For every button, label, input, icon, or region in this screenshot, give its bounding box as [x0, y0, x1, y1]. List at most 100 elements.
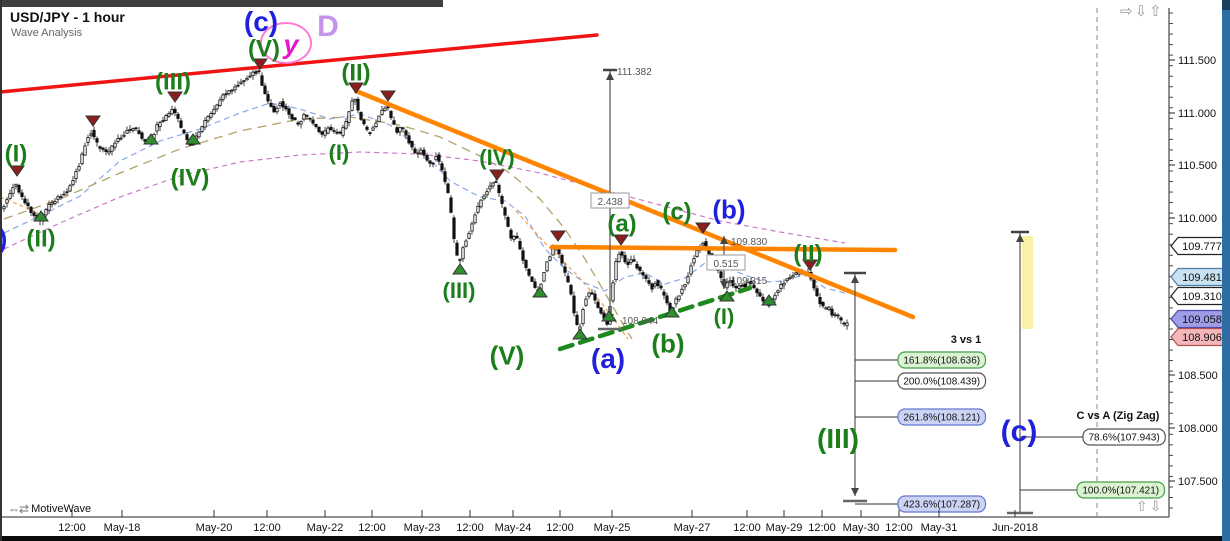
- wave-label[interactable]: (b): [651, 328, 684, 358]
- wave-label[interactable]: (III): [155, 69, 191, 96]
- panel-top-bar: [0, 0, 443, 7]
- wave-label[interactable]: (a): [607, 211, 636, 238]
- candle-body: [179, 120, 183, 128]
- wave-label[interactable]: (IV): [479, 145, 514, 170]
- wave-label[interactable]: (V): [248, 36, 280, 63]
- candle-body: [758, 292, 762, 297]
- price-axis[interactable]: 111.500 111.000 110.500 110.000 108.500 108.0…: [1168, 8, 1228, 517]
- wave-label[interactable]: (III): [443, 278, 476, 303]
- candle-body: [644, 275, 648, 279]
- candle-body: [647, 280, 651, 284]
- candle-body: [311, 119, 315, 124]
- wave-label[interactable]: (b): [712, 194, 745, 224]
- range-3vs1[interactable]: [843, 271, 867, 503]
- trough-marker-icon[interactable]: [452, 263, 468, 275]
- trough-marker-icon[interactable]: [33, 210, 49, 222]
- trough-marker-icon[interactable]: [532, 286, 548, 298]
- peak-marker-icon[interactable]: [380, 90, 396, 102]
- trough-marker-icon[interactable]: [572, 328, 588, 340]
- pan-down-icon[interactable]: ⇩: [1134, 3, 1150, 20]
- peak-marker-icon[interactable]: [550, 230, 566, 242]
- candle-body: [617, 253, 621, 263]
- peak-marker-icon[interactable]: [348, 82, 364, 94]
- support-green-dashed[interactable]: [557, 285, 753, 352]
- trough-marker-icon[interactable]: [719, 290, 735, 302]
- wave-label[interactable]: (c): [1001, 415, 1038, 448]
- wave-label[interactable]: (II): [341, 60, 370, 87]
- trough-marker-icon[interactable]: [185, 133, 201, 145]
- candle-body: [731, 280, 735, 287]
- candle-body: [422, 149, 426, 156]
- wave-label[interactable]: (II): [793, 241, 822, 268]
- candle-body: [2, 206, 6, 210]
- peak-marker-icon[interactable]: [802, 259, 818, 271]
- wave-label[interactable]: (V): [490, 340, 525, 370]
- candle-body: [791, 275, 795, 278]
- peak-marker-icon[interactable]: [252, 58, 268, 70]
- range-b-wave[interactable]: 109.830 109.315 0.515: [706, 236, 768, 289]
- time-axis-label: 12:00: [456, 522, 484, 534]
- peak-marker-icon[interactable]: [613, 234, 629, 246]
- pan-up-icon[interactable]: ⇧: [1149, 3, 1164, 20]
- peak-marker-icon[interactable]: [9, 165, 25, 177]
- candle-body: [296, 122, 300, 125]
- pan-right-icon[interactable]: ⇨: [1120, 3, 1135, 20]
- candle-body: [500, 195, 504, 204]
- range-V-low[interactable]: 111.382 108.944 2.438: [590, 67, 659, 331]
- fib-tool-title: 3 vs 1: [951, 334, 982, 346]
- candle-body: [362, 119, 366, 125]
- peak-marker-icon[interactable]: [695, 222, 711, 234]
- candle-body: [818, 296, 822, 305]
- wave-label[interactable]: (I): [714, 304, 735, 329]
- price-axis-label: 107.500: [1178, 476, 1218, 488]
- scroll-up-icon[interactable]: ⇧: [1136, 498, 1150, 514]
- fib-tool[interactable]: 3 vs 1 161.8%(108.636) 200.0%(108.439) 261.…: [855, 334, 987, 513]
- time-axis[interactable]: 12:00 May-18 May-20 12:00 May-22 12:00 May-23 1…: [0, 510, 1169, 534]
- candle-body: [575, 314, 579, 325]
- candle-body: [140, 132, 144, 139]
- wave-label[interactable]: y: [281, 30, 300, 60]
- time-axis-label: May-27: [674, 522, 711, 534]
- peak-marker-icon[interactable]: [489, 169, 505, 181]
- trough-marker-icon[interactable]: [664, 306, 680, 318]
- candle-body: [557, 249, 561, 255]
- candle-body: [20, 192, 24, 197]
- measure-delta-box: [590, 192, 630, 209]
- wave-label[interactable]: (c): [244, 6, 278, 37]
- wave-circle-annotation[interactable]: [260, 22, 312, 64]
- fib-tool[interactable]: C vs A (Zig Zag) 78.6%(107.943) 100.0%(107…: [1020, 410, 1166, 499]
- resistance-red[interactable]: [0, 33, 599, 94]
- candle-body: [80, 153, 84, 165]
- wave-label[interactable]: (c): [662, 199, 691, 226]
- wave-label[interactable]: ): [0, 223, 7, 253]
- trough-marker-icon[interactable]: [601, 310, 617, 322]
- wave-label[interactable]: (a): [591, 343, 625, 374]
- candle-body: [638, 266, 642, 271]
- candle-body: [749, 280, 753, 284]
- peak-marker-icon[interactable]: [85, 115, 101, 127]
- wave-label[interactable]: (I): [329, 140, 350, 165]
- trough-marker-icon[interactable]: [761, 294, 777, 306]
- candle-body: [599, 307, 603, 314]
- candle-body: [548, 256, 552, 261]
- wave-label[interactable]: (I): [5, 141, 28, 168]
- range-CvsA[interactable]: [1007, 230, 1033, 515]
- time-axis-label: 12:00: [358, 522, 386, 534]
- scroll-down-icon[interactable]: ⇩: [1149, 498, 1164, 514]
- trough-marker-icon[interactable]: [143, 133, 159, 145]
- price-axis-label: 108.500: [1178, 370, 1218, 382]
- candle-body: [5, 199, 9, 204]
- wave-label[interactable]: D: [317, 10, 339, 43]
- candle-body: [473, 214, 477, 224]
- candle-body: [815, 288, 819, 297]
- candle-body: [596, 301, 600, 308]
- channel-orange-steep[interactable]: [353, 88, 916, 320]
- wave-label[interactable]: (III): [817, 423, 859, 454]
- candle-body: [281, 101, 285, 108]
- wave-label[interactable]: (IV): [171, 165, 210, 192]
- peak-marker-icon[interactable]: [167, 91, 183, 103]
- candle-body: [626, 261, 630, 265]
- wave-label[interactable]: (II): [26, 226, 55, 253]
- candle-body: [788, 276, 792, 279]
